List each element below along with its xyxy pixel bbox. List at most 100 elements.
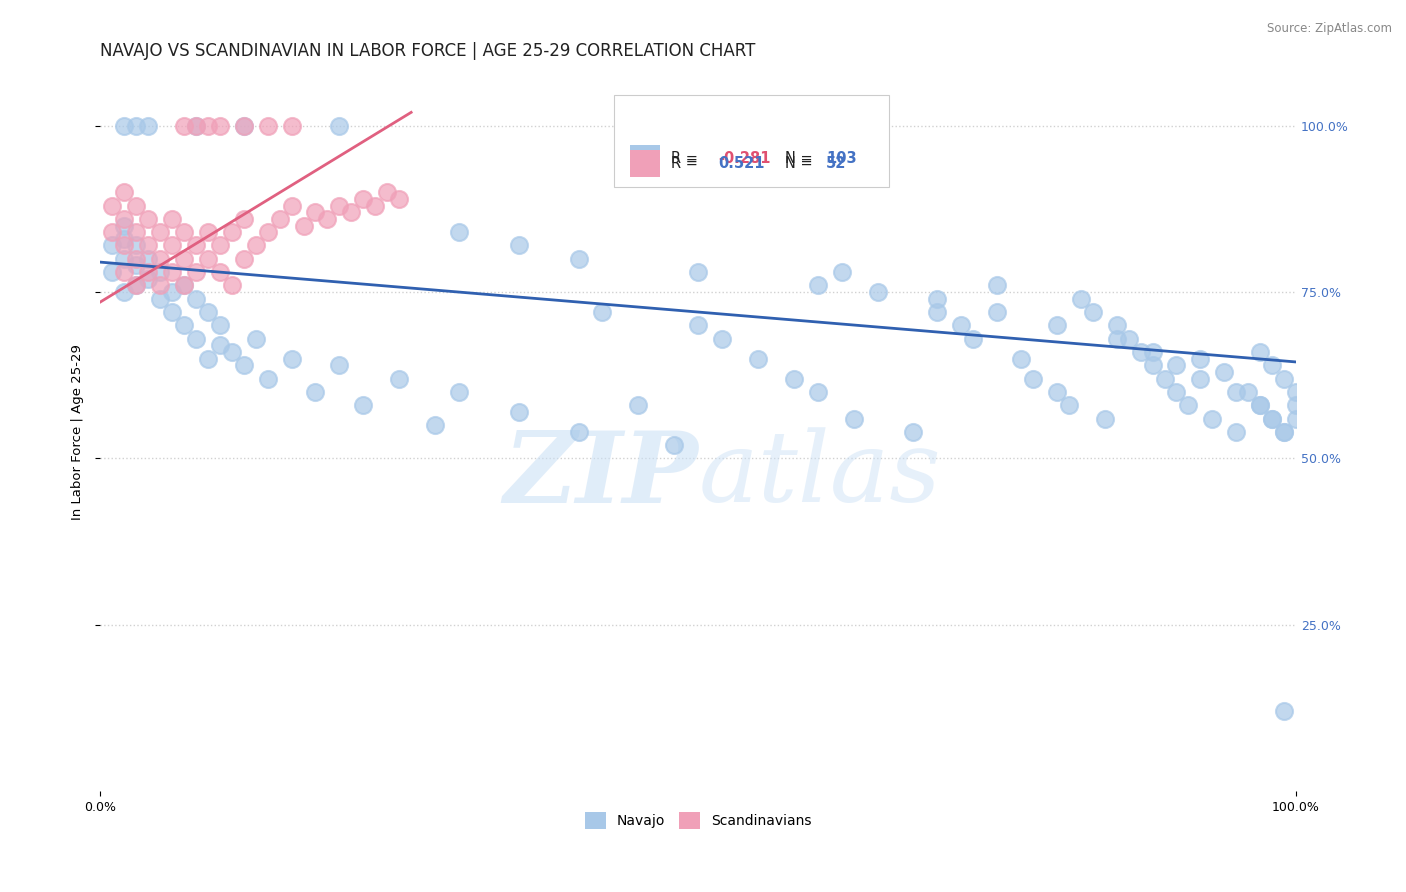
Point xyxy=(221,225,243,239)
Point xyxy=(1081,305,1104,319)
Point xyxy=(423,418,446,433)
Text: N =: N = xyxy=(786,151,818,166)
Point xyxy=(1094,411,1116,425)
Point xyxy=(112,285,135,299)
Point xyxy=(173,278,195,293)
Point xyxy=(352,192,374,206)
Point xyxy=(831,265,853,279)
Point xyxy=(1285,411,1308,425)
Point xyxy=(747,351,769,366)
Point xyxy=(232,119,254,133)
Point xyxy=(280,119,302,133)
Point xyxy=(1105,332,1128,346)
Point xyxy=(184,265,207,279)
Point xyxy=(1261,411,1284,425)
Point xyxy=(364,198,387,212)
Point xyxy=(1118,332,1140,346)
Point xyxy=(269,211,291,226)
Point xyxy=(1249,398,1271,412)
Point xyxy=(388,192,411,206)
Point xyxy=(221,278,243,293)
Point xyxy=(101,198,124,212)
Text: R =: R = xyxy=(671,156,702,171)
Point xyxy=(208,338,231,352)
Point xyxy=(1272,705,1295,719)
Point xyxy=(256,371,278,385)
Point xyxy=(197,119,219,133)
Point xyxy=(101,225,124,239)
Point xyxy=(136,119,159,133)
Point xyxy=(160,265,183,279)
Point xyxy=(280,351,302,366)
Point xyxy=(688,265,710,279)
Point xyxy=(149,292,172,306)
Text: 52: 52 xyxy=(827,156,846,171)
Point xyxy=(245,238,267,252)
Point xyxy=(927,292,949,306)
Point xyxy=(173,252,195,266)
Point xyxy=(962,332,984,346)
Point xyxy=(197,225,219,239)
Text: Source: ZipAtlas.com: Source: ZipAtlas.com xyxy=(1267,22,1392,36)
Point xyxy=(256,119,278,133)
FancyBboxPatch shape xyxy=(614,95,890,187)
Point xyxy=(221,345,243,359)
Point xyxy=(1046,384,1069,399)
Point xyxy=(245,332,267,346)
Point xyxy=(1272,425,1295,439)
Point xyxy=(1249,398,1271,412)
Point xyxy=(136,238,159,252)
Point xyxy=(340,205,363,219)
Point xyxy=(184,119,207,133)
Point xyxy=(136,211,159,226)
Point xyxy=(125,238,148,252)
Point xyxy=(149,265,172,279)
Legend: Navajo, Scandinavians: Navajo, Scandinavians xyxy=(579,806,817,835)
Text: 103: 103 xyxy=(827,151,856,166)
Point xyxy=(184,332,207,346)
Point xyxy=(688,318,710,333)
Point xyxy=(208,119,231,133)
Point xyxy=(173,318,195,333)
Point xyxy=(1272,371,1295,385)
Point xyxy=(1153,371,1175,385)
Point xyxy=(256,225,278,239)
Point xyxy=(184,119,207,133)
Point xyxy=(807,278,830,293)
Point xyxy=(1070,292,1092,306)
Point xyxy=(149,252,172,266)
Point xyxy=(232,252,254,266)
Point xyxy=(447,384,470,399)
Point xyxy=(1261,411,1284,425)
Point xyxy=(208,318,231,333)
Bar xyxy=(630,150,659,178)
Point xyxy=(136,265,159,279)
Point xyxy=(1285,398,1308,412)
Point xyxy=(1189,371,1212,385)
Point xyxy=(112,219,135,233)
Point xyxy=(1261,359,1284,373)
Point xyxy=(125,198,148,212)
Point xyxy=(125,278,148,293)
Point xyxy=(986,305,1008,319)
Point xyxy=(160,305,183,319)
Point xyxy=(197,252,219,266)
Point xyxy=(1189,351,1212,366)
Point xyxy=(160,238,183,252)
Point xyxy=(927,305,949,319)
Point xyxy=(1057,398,1080,412)
Point xyxy=(184,292,207,306)
Point xyxy=(1213,365,1236,379)
Point xyxy=(1166,384,1188,399)
Point xyxy=(280,198,302,212)
Point xyxy=(950,318,973,333)
Point xyxy=(1285,384,1308,399)
Point xyxy=(304,384,326,399)
Point xyxy=(125,252,148,266)
Point xyxy=(112,238,135,252)
Point xyxy=(1010,351,1032,366)
Text: R =: R = xyxy=(671,151,702,166)
Point xyxy=(125,259,148,273)
Point xyxy=(160,285,183,299)
Point xyxy=(316,211,339,226)
